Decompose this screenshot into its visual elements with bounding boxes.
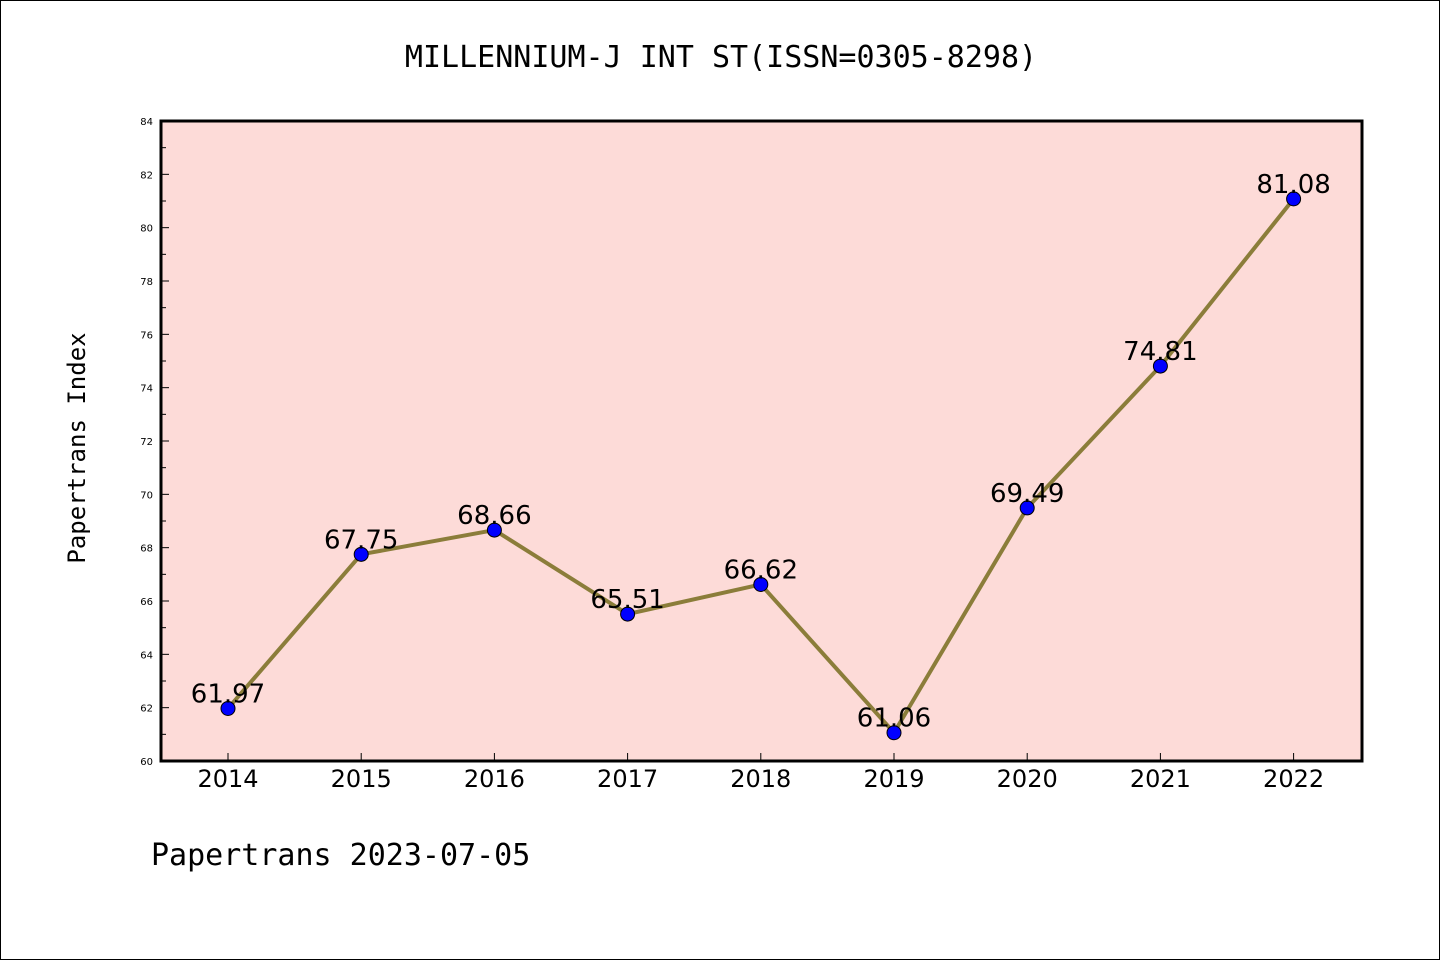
data-point-marker — [353, 546, 369, 562]
data-point-marker — [753, 576, 769, 592]
data-point-label: 67.75 — [324, 525, 398, 555]
y-tick-label: 70 — [140, 490, 153, 501]
footer-date: Papertrans 2023-07-05 — [151, 838, 530, 873]
plot-area — [159, 119, 1364, 763]
y-tick-label: 68 — [140, 544, 153, 555]
data-point-marker — [486, 522, 502, 538]
data-point-label: 65.51 — [590, 585, 664, 615]
y-tick-label: 82 — [140, 170, 153, 181]
data-point-marker — [1019, 500, 1035, 516]
x-tick-label: 2015 — [331, 765, 392, 793]
y-tick-label: 76 — [140, 330, 153, 341]
y-tick-label: 66 — [140, 597, 153, 608]
x-tick-label: 2019 — [863, 765, 924, 793]
chart-title: MILLENNIUM-J INT ST(ISSN=0305-8298) — [405, 40, 1037, 75]
x-tick-label: 2021 — [1130, 765, 1191, 793]
y-tick-label: 72 — [140, 437, 153, 448]
data-point-marker — [886, 725, 902, 741]
data-point-label: 69.49 — [990, 479, 1064, 509]
y-tick-label: 62 — [140, 704, 153, 715]
data-point-label: 66.62 — [724, 555, 798, 585]
data-point-label: 74.81 — [1123, 337, 1197, 367]
x-tick-label: 2020 — [997, 765, 1058, 793]
x-tick-label: 2016 — [464, 765, 525, 793]
data-point-label: 61.97 — [191, 679, 265, 709]
y-tick-label: 64 — [140, 650, 153, 661]
data-point-marker — [620, 606, 636, 622]
data-labels: 61.97 67.75 68.66 65.51 66.62 61.06 69.49 74.81… — [191, 170, 1331, 734]
y-tick-label: 74 — [140, 384, 153, 395]
data-point-label: 81.08 — [1256, 170, 1330, 200]
data-points — [220, 191, 1302, 741]
x-tick-label: 2022 — [1263, 765, 1324, 793]
data-point-label: 61.06 — [857, 704, 931, 734]
data-point-marker — [1286, 191, 1302, 207]
y-tick-label: 78 — [140, 277, 153, 288]
y-axis-label: Papertrans Index — [63, 332, 91, 563]
x-axis-ticks: 2014 2015 2016 2017 2018 2019 2020 2021 2022 — [197, 753, 1324, 793]
y-tick-label: 60 — [140, 757, 153, 768]
data-point-label: 68.66 — [457, 501, 531, 531]
y-tick-label: 80 — [140, 224, 153, 235]
data-point-marker — [1152, 358, 1168, 374]
x-tick-label: 2014 — [197, 765, 258, 793]
y-tick-label: 84 — [140, 117, 153, 128]
data-point-marker — [220, 700, 236, 716]
x-tick-label: 2017 — [597, 765, 658, 793]
y-axis-ticks: 60 62 64 66 68 70 72 74 76 78 80 82 84 — [140, 117, 169, 768]
x-tick-label: 2018 — [730, 765, 791, 793]
